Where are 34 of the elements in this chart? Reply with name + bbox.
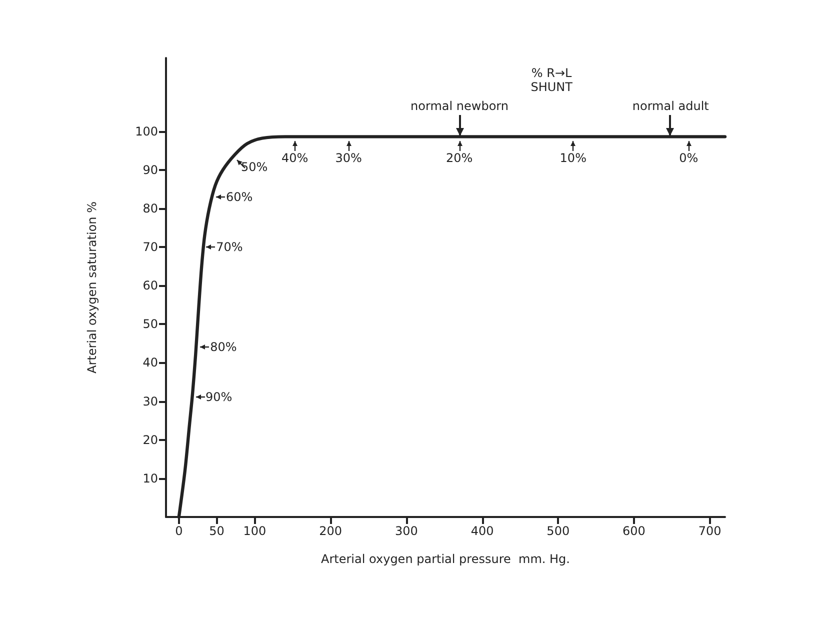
annotation: normal adult	[632, 98, 709, 113]
annotation: 0%	[679, 150, 698, 165]
annotation: 40%	[281, 150, 308, 165]
y-tick-label: 40	[142, 356, 158, 370]
x-tick-label: 200	[319, 524, 342, 538]
y-tick-label: 50	[142, 317, 158, 332]
y-tick-label: 100	[135, 124, 158, 138]
x-tick-label: 500	[546, 524, 570, 538]
y-tick-label: 20	[142, 432, 158, 447]
annotation: 20%	[446, 150, 473, 165]
annotation: 80%	[210, 340, 237, 354]
y-tick-label: 30	[142, 394, 158, 408]
annotation: 60%	[226, 190, 253, 204]
y-tick-label: 10	[142, 471, 158, 486]
x-tick-label: 0	[175, 524, 183, 538]
annotation: 30%	[335, 150, 362, 165]
x-tick-label: 400	[470, 524, 494, 538]
annotation: 10%	[560, 150, 586, 165]
annotation: 70%	[216, 240, 243, 254]
annotation: 50%	[241, 160, 268, 174]
y-tick-label: 70	[142, 240, 158, 254]
y-tick-label: 80	[142, 201, 158, 216]
x-tick-label: 50	[209, 524, 224, 538]
x-tick-label: 600	[622, 524, 646, 538]
y-tick-label: 90	[142, 162, 158, 177]
y-axis-title: Arterial oxygen saturation %	[85, 201, 99, 374]
x-tick-label: 700	[698, 524, 722, 538]
x-tick-label: 100	[243, 524, 266, 538]
y-tick-label: 60	[142, 278, 158, 293]
annotation: % R→L SHUNT	[530, 66, 572, 94]
x-axis-title: Arterial oxygen partial pressure mm. Hg.	[321, 552, 570, 566]
annotation: 90%	[206, 390, 232, 404]
annotation: normal newborn	[410, 98, 508, 113]
x-tick-label: 300	[394, 524, 418, 538]
